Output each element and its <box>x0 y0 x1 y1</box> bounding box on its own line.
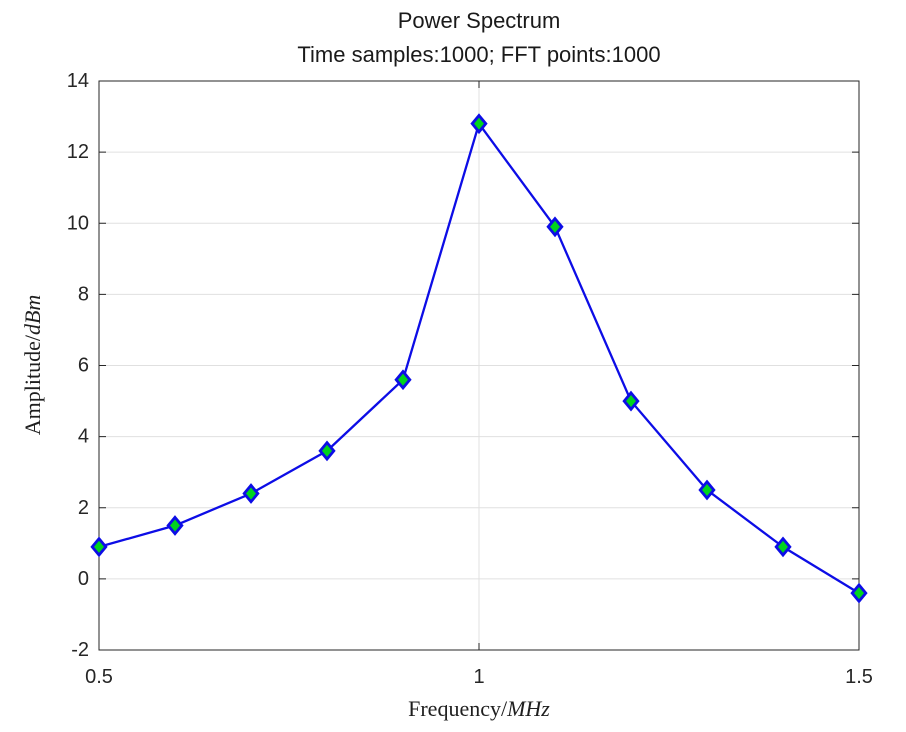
data-point-marker <box>166 515 184 536</box>
x-tick-label: 0.5 <box>85 666 113 688</box>
x-tick-label: 1 <box>473 666 484 688</box>
y-axis-label-roman: Amplitude/ <box>20 335 45 436</box>
data-point-marker <box>622 390 640 412</box>
x-axis-label: Frequency/MHz <box>99 696 859 722</box>
y-tick-label: 0 <box>78 568 89 590</box>
data-point-marker <box>850 582 868 604</box>
y-axis-label: Amplitude/dBm <box>20 295 46 436</box>
data-point-marker <box>242 483 260 504</box>
x-tick-label: 1.5 <box>845 666 873 688</box>
data-point-marker <box>546 216 564 238</box>
y-tick-label: 12 <box>67 141 89 163</box>
y-tick-label: 4 <box>78 426 89 448</box>
chart-subtitle: Time samples:1000; FFT points:1000 <box>297 42 661 67</box>
data-point-marker <box>470 113 488 135</box>
data-point-marker <box>318 440 336 462</box>
data-point-marker <box>774 536 792 558</box>
y-tick-label: -2 <box>71 639 89 661</box>
data-point-marker <box>394 369 412 391</box>
y-tick-label: 10 <box>67 212 89 234</box>
data-point-marker <box>698 479 716 501</box>
y-tick-label: 8 <box>78 283 89 305</box>
y-axis-label-unit: dBm <box>20 294 45 336</box>
x-axis-label-unit: MHz <box>507 696 550 721</box>
y-tick-label: 6 <box>78 355 89 377</box>
x-axis-label-roman: Frequency/ <box>408 696 508 721</box>
y-tick-label: 2 <box>78 497 89 519</box>
y-tick-label: 14 <box>67 70 89 92</box>
data-point-marker <box>90 536 108 558</box>
chart-title: Power Spectrum <box>397 8 561 33</box>
